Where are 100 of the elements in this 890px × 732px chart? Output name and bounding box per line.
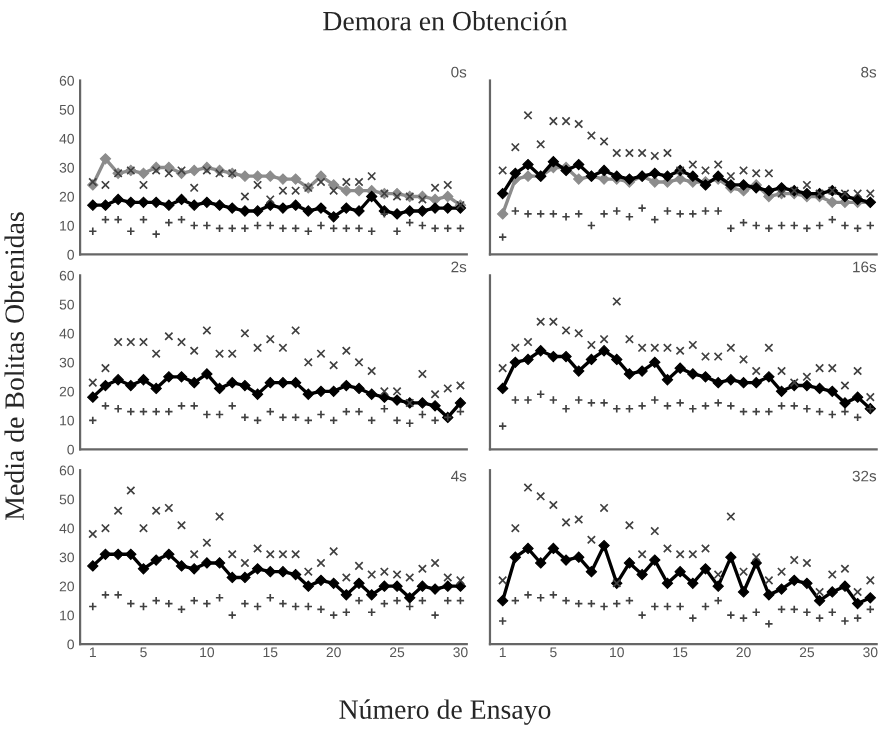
point — [303, 567, 313, 577]
point — [340, 202, 352, 214]
point — [777, 567, 787, 577]
point — [687, 368, 699, 380]
point — [404, 592, 416, 604]
point — [573, 551, 585, 563]
point — [777, 366, 787, 376]
point — [138, 523, 148, 533]
point — [112, 548, 124, 560]
point — [586, 535, 596, 545]
point — [278, 343, 288, 353]
point — [99, 379, 112, 392]
point — [853, 366, 863, 376]
point — [329, 360, 339, 370]
point — [253, 543, 263, 553]
point — [227, 610, 237, 620]
point — [510, 395, 520, 405]
point — [367, 171, 377, 181]
point — [226, 202, 238, 214]
point — [801, 577, 813, 589]
point — [392, 415, 402, 425]
point — [315, 574, 327, 587]
point — [177, 520, 187, 530]
point — [113, 506, 123, 516]
point — [598, 164, 610, 177]
point — [649, 356, 661, 369]
point — [739, 567, 749, 577]
point — [227, 549, 237, 559]
point — [547, 156, 560, 168]
point — [378, 391, 391, 403]
point — [574, 514, 584, 524]
point — [151, 349, 161, 359]
point — [509, 167, 521, 179]
point — [253, 343, 263, 353]
point — [700, 165, 711, 175]
point — [163, 371, 175, 383]
point — [188, 563, 200, 575]
point — [189, 549, 199, 559]
point — [202, 325, 212, 335]
point — [561, 596, 571, 606]
point — [430, 558, 440, 568]
point — [827, 570, 837, 580]
point — [522, 353, 534, 366]
point — [726, 512, 736, 522]
point — [443, 383, 453, 393]
point — [764, 343, 774, 353]
point — [585, 566, 598, 578]
point — [510, 523, 520, 533]
point — [853, 587, 863, 597]
point — [366, 589, 378, 601]
point — [623, 368, 636, 380]
point — [188, 376, 200, 389]
point — [802, 180, 812, 190]
point — [739, 354, 749, 364]
point — [163, 199, 175, 211]
point — [341, 572, 351, 582]
point — [138, 180, 148, 190]
point — [561, 517, 571, 527]
point — [175, 371, 188, 383]
point — [391, 208, 403, 220]
point — [840, 564, 850, 574]
point — [726, 343, 736, 353]
point — [455, 575, 465, 585]
point — [650, 526, 660, 536]
point — [226, 571, 238, 584]
point — [340, 185, 352, 197]
point — [202, 538, 212, 548]
point — [599, 334, 609, 344]
point — [100, 523, 110, 533]
point — [649, 167, 661, 179]
point — [405, 572, 415, 582]
point — [623, 557, 636, 569]
point — [327, 211, 340, 223]
point — [775, 385, 788, 397]
point — [612, 296, 622, 306]
point — [839, 580, 851, 592]
point — [354, 357, 364, 367]
point — [277, 376, 289, 389]
point — [813, 595, 826, 607]
point — [226, 376, 238, 389]
point — [826, 586, 838, 598]
point — [353, 577, 365, 589]
point — [379, 567, 389, 577]
point — [498, 363, 508, 373]
point — [713, 570, 723, 580]
point — [100, 180, 110, 190]
point — [302, 580, 314, 592]
point — [840, 381, 850, 391]
point — [699, 371, 712, 383]
point — [303, 357, 313, 367]
point — [599, 503, 609, 513]
point — [137, 374, 150, 386]
point — [125, 548, 137, 560]
point — [598, 345, 610, 357]
point — [189, 596, 199, 606]
point — [713, 596, 723, 606]
point — [827, 607, 837, 617]
point — [636, 568, 648, 581]
point — [536, 593, 546, 603]
point — [265, 194, 275, 204]
